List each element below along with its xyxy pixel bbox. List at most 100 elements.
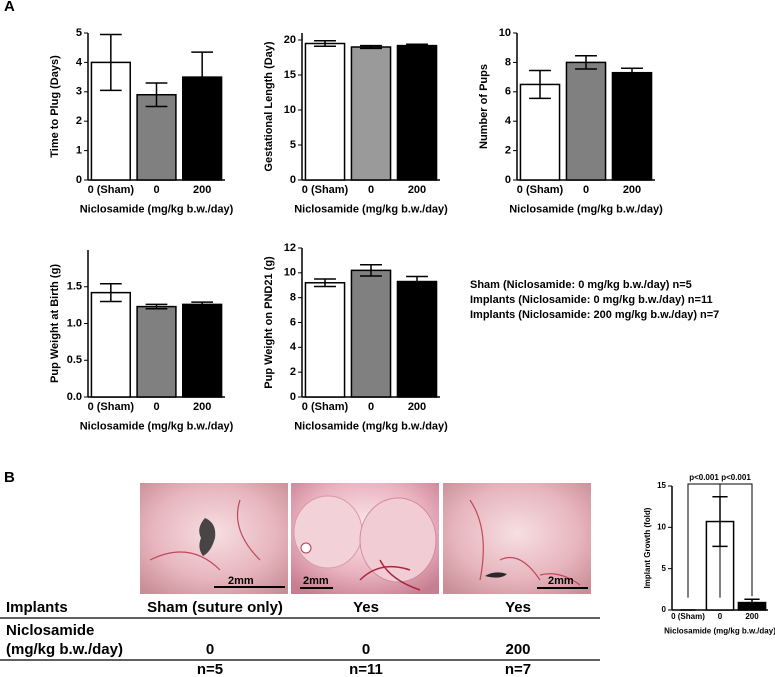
error-bar bbox=[191, 301, 214, 308]
y-tick-label: 10 bbox=[284, 104, 296, 116]
legend-text: Sham (Niclosamide: 0 mg/kg b.w./day) n=5 bbox=[470, 279, 692, 291]
y-tick-label: 5 bbox=[662, 564, 667, 573]
table-header: Implants bbox=[6, 599, 68, 616]
legend-text: Implants (Niclosamide: 0 mg/kg b.w./day)… bbox=[470, 294, 713, 306]
x-axis-label: Niclosamide (mg/kg b.w./day) bbox=[294, 204, 448, 216]
table-cell: n=11 bbox=[349, 661, 383, 677]
x-tick-label: 0 bbox=[718, 612, 723, 621]
x-tick-label: 0 (Sham) bbox=[302, 401, 349, 413]
error-bar bbox=[360, 264, 382, 277]
error-bar bbox=[360, 44, 382, 50]
error-bar bbox=[744, 598, 760, 607]
y-tick-label: 0.5 bbox=[67, 354, 82, 366]
x-tick-label: 200 bbox=[408, 401, 426, 413]
x-axis-label: Niclosamide (mg/kg b.w./day) bbox=[509, 204, 663, 216]
table-header: Sham (suture only) bbox=[147, 599, 283, 616]
bar bbox=[565, 61, 607, 181]
y-tick-label: 2 bbox=[505, 145, 511, 157]
bar bbox=[90, 291, 131, 398]
y-axis-label: Pup Weight at Birth (g) bbox=[49, 264, 61, 383]
table: Implants Sham (suture only) Yes Yes Nicl… bbox=[0, 599, 600, 677]
y-tick-label: 6 bbox=[290, 316, 296, 328]
error-bar bbox=[406, 275, 428, 288]
y-tick-label: 0 bbox=[290, 391, 296, 403]
bar bbox=[519, 83, 561, 181]
x-tick-label: 0 (Sham) bbox=[88, 401, 135, 413]
x-tick-label: 200 bbox=[745, 612, 759, 621]
y-tick-label: 5 bbox=[76, 27, 82, 39]
y-tick-label: 1.5 bbox=[67, 281, 82, 293]
x-tick-label: 200 bbox=[193, 184, 211, 196]
significance-bracket bbox=[719, 483, 753, 598]
y-tick-label: 0 bbox=[290, 174, 296, 186]
annotation: p<0.001 bbox=[689, 473, 719, 482]
x-tick-label: 200 bbox=[623, 184, 641, 196]
y-tick-label: 20 bbox=[284, 34, 296, 46]
error-bar bbox=[529, 69, 551, 100]
y-tick-label: 0 bbox=[662, 605, 667, 614]
panel-label: B bbox=[4, 469, 15, 486]
y-tick-label: 4 bbox=[290, 341, 297, 353]
x-tick-label: 0 bbox=[153, 184, 159, 196]
bar bbox=[304, 282, 346, 398]
error-bar bbox=[406, 43, 428, 48]
y-tick-label: 6 bbox=[505, 86, 511, 98]
y-tick-label: 15 bbox=[657, 481, 666, 490]
x-axis-label: Niclosamide (mg/kg b.w./day) bbox=[294, 421, 448, 433]
x-axis-label: Niclosamide (mg/kg b.w./day) bbox=[664, 627, 775, 636]
x-axis-label: Niclosamide (mg/kg b.w./day) bbox=[80, 204, 234, 216]
x-tick-label: 0 (Sham) bbox=[671, 612, 705, 621]
bar bbox=[136, 93, 177, 181]
bar bbox=[304, 42, 346, 181]
photo bbox=[140, 483, 288, 594]
x-tick-label: 0 (Sham) bbox=[302, 184, 349, 196]
error-bar bbox=[575, 55, 597, 70]
y-tick-label: 15 bbox=[284, 69, 296, 81]
table-cell: 200 bbox=[505, 641, 530, 658]
y-tick-label: 10 bbox=[284, 267, 296, 279]
legend-text: Implants (Niclosamide: 200 mg/kg b.w./da… bbox=[470, 309, 719, 321]
y-axis-label: Pup Weight on PND21 (g) bbox=[263, 256, 275, 389]
y-tick-label: 2 bbox=[290, 366, 296, 378]
x-tick-label: 200 bbox=[193, 401, 211, 413]
x-tick-label: 0 bbox=[368, 401, 374, 413]
bar bbox=[182, 303, 223, 398]
y-tick-label: 0 bbox=[76, 174, 82, 186]
annotation: p<0.001 bbox=[721, 473, 751, 482]
y-tick-label: 4 bbox=[76, 56, 83, 68]
y-axis-label: Implant Growth (fold) bbox=[643, 507, 652, 588]
y-tick-label: 5 bbox=[290, 139, 296, 151]
error-bar bbox=[191, 51, 214, 103]
x-axis-label: Niclosamide (mg/kg b.w./day) bbox=[80, 421, 234, 433]
x-tick-label: 0 bbox=[583, 184, 589, 196]
bar bbox=[350, 46, 392, 181]
y-tick-label: 3 bbox=[76, 86, 82, 98]
bar bbox=[350, 269, 392, 398]
bar bbox=[396, 280, 438, 398]
table-cell: 0 bbox=[206, 641, 214, 658]
photo bbox=[291, 483, 439, 594]
bar bbox=[136, 305, 177, 398]
error-bar bbox=[621, 67, 643, 78]
scale-label: 2mm bbox=[548, 575, 574, 587]
scale-label: 2mm bbox=[228, 575, 254, 587]
x-tick-label: 0 bbox=[153, 401, 159, 413]
error-bar bbox=[145, 303, 168, 310]
error-bar bbox=[99, 33, 122, 92]
table-header: Yes bbox=[505, 599, 531, 616]
scale-label: 2mm bbox=[303, 575, 329, 587]
table-cell: n=7 bbox=[505, 661, 531, 677]
y-tick-label: 0 bbox=[505, 174, 511, 186]
table-cell: n=5 bbox=[197, 661, 223, 677]
bar bbox=[611, 71, 653, 181]
row-label: Niclosamide bbox=[6, 622, 94, 639]
y-tick-label: 8 bbox=[290, 292, 296, 304]
error-bar bbox=[314, 39, 336, 48]
y-tick-label: 1 bbox=[76, 145, 82, 157]
x-tick-label: 0 (Sham) bbox=[517, 184, 564, 196]
y-axis-label: Time to Plug (Days) bbox=[49, 55, 61, 158]
table-header: Yes bbox=[353, 599, 379, 616]
row-label: (mg/kg b.w./day) bbox=[6, 641, 123, 658]
y-tick-label: 0.0 bbox=[67, 391, 82, 403]
